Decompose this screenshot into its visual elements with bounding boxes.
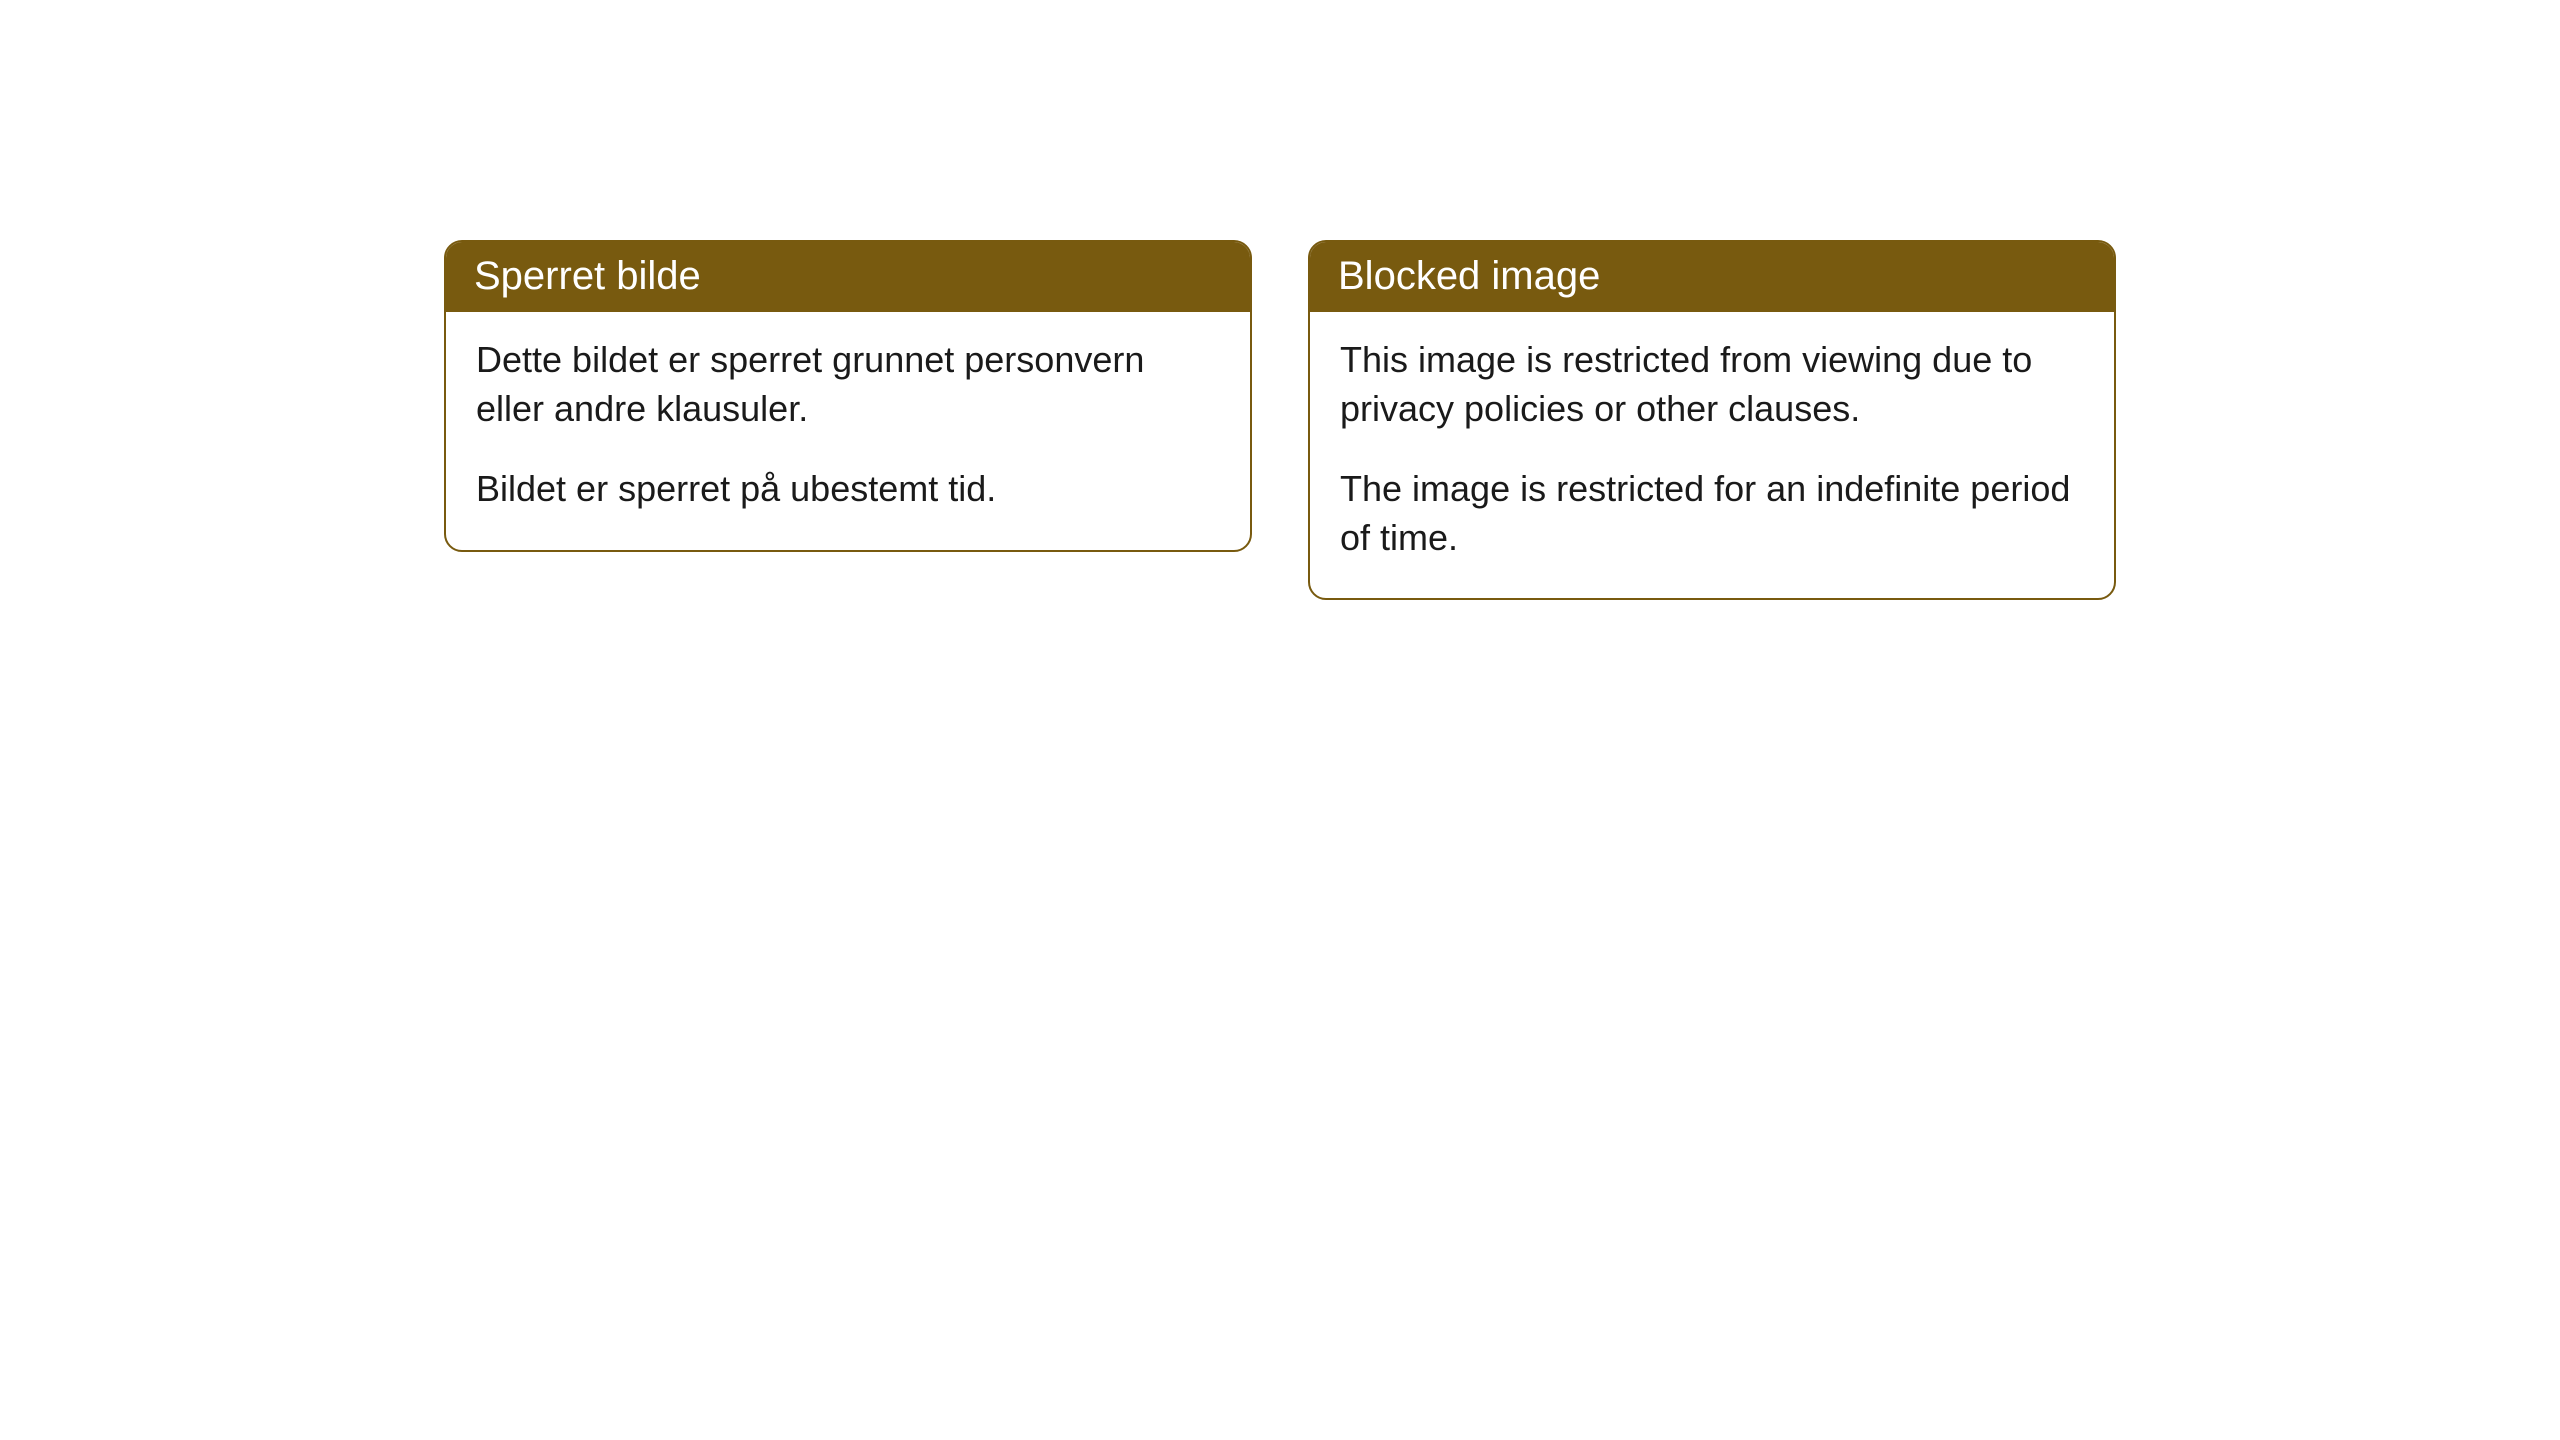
- card-header: Blocked image: [1310, 242, 2114, 312]
- card-paragraph: The image is restricted for an indefinit…: [1340, 465, 2084, 562]
- card-paragraph: This image is restricted from viewing du…: [1340, 336, 2084, 433]
- blocked-image-card-english: Blocked image This image is restricted f…: [1308, 240, 2116, 600]
- card-paragraph: Bildet er sperret på ubestemt tid.: [476, 465, 1220, 514]
- blocked-image-card-norwegian: Sperret bilde Dette bildet er sperret gr…: [444, 240, 1252, 552]
- card-paragraph: Dette bildet er sperret grunnet personve…: [476, 336, 1220, 433]
- card-body: Dette bildet er sperret grunnet personve…: [446, 312, 1250, 550]
- card-body: This image is restricted from viewing du…: [1310, 312, 2114, 598]
- notice-container: Sperret bilde Dette bildet er sperret gr…: [444, 240, 2116, 1440]
- card-header: Sperret bilde: [446, 242, 1250, 312]
